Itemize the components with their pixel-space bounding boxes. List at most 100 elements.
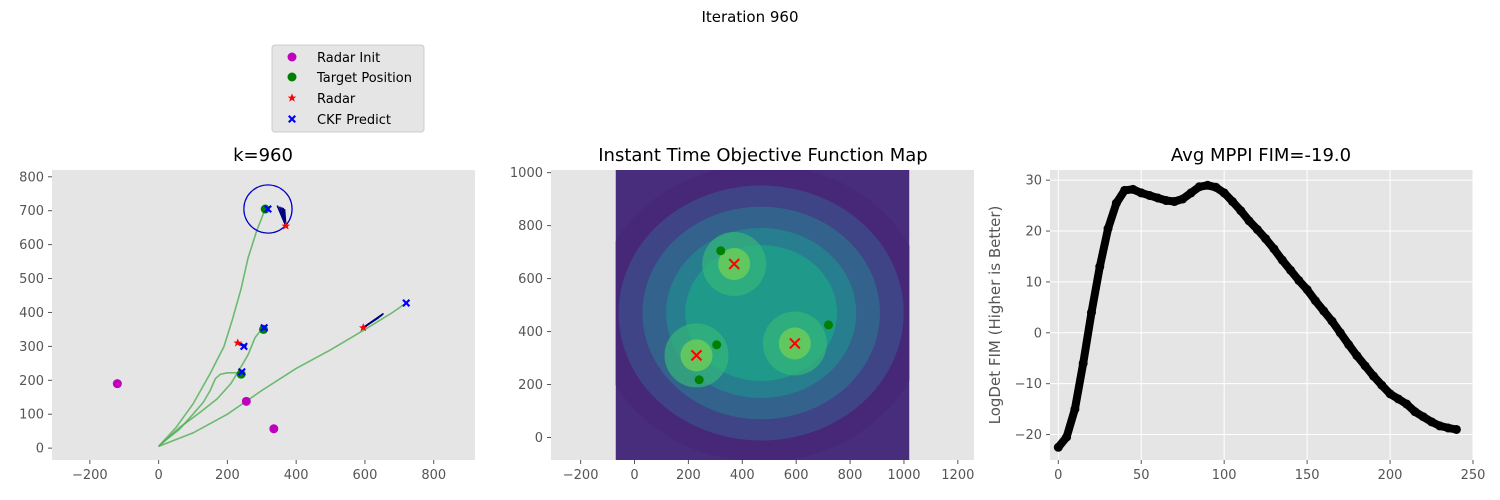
- panel2-heatmap: [615, 170, 910, 460]
- legend-label-target-position: Target Position: [316, 71, 412, 86]
- fim-point: [1169, 197, 1179, 207]
- fim-point: [1418, 412, 1428, 422]
- y-tick-label: 500: [19, 272, 44, 287]
- y-tick-label: 10: [1025, 275, 1042, 290]
- fim-point: [1236, 206, 1246, 216]
- legend-entry-radar: Radar: [287, 92, 356, 107]
- ckf-predict-point: [260, 323, 269, 332]
- y-tick-label: 600: [518, 272, 543, 287]
- y-tick-label: 20: [1025, 225, 1042, 240]
- target-point: [694, 375, 704, 385]
- fim-point: [1277, 255, 1287, 265]
- radar-init-point: [269, 424, 279, 434]
- fim-point: [1128, 184, 1138, 194]
- panel3-y-ticks: −20 −10 0 10 20 30: [1015, 174, 1050, 443]
- radar-x-mark: [690, 349, 703, 362]
- y-tick-label: 400: [518, 325, 543, 340]
- panel3-y-axis-label: LogDet FIM (Higher is Better): [986, 206, 1004, 425]
- panel2-y-ticks: 0 200 400 600 800 1000: [510, 166, 551, 446]
- target-point: [716, 246, 726, 256]
- legend-marker-radar-init: [287, 52, 297, 62]
- panel2-title: Instant Time Objective Function Map: [598, 145, 927, 166]
- legend-marker-target-position: [287, 72, 297, 82]
- x-tick-label: 0: [630, 468, 638, 483]
- legend-marker-ckf-predict: [288, 115, 296, 123]
- x-tick-label: 200: [1378, 468, 1403, 483]
- fim-point: [1244, 216, 1254, 226]
- x-tick-label: 400: [284, 468, 309, 483]
- fim-point: [1095, 262, 1105, 272]
- y-tick-label: 0: [535, 431, 543, 446]
- radar-point: [358, 323, 368, 332]
- fim-point: [1120, 185, 1130, 195]
- fim-point: [1402, 399, 1412, 409]
- x-tick-label: 600: [784, 468, 809, 483]
- radar-point: [233, 338, 243, 347]
- fim-point: [1053, 442, 1063, 452]
- legend-label-ckf-predict: CKF Predict: [317, 113, 391, 128]
- y-tick-label: 200: [19, 374, 44, 389]
- fim-point: [1435, 421, 1445, 431]
- x-tick-label: −200: [72, 468, 108, 483]
- fim-point: [1327, 316, 1337, 326]
- target-point: [712, 340, 722, 350]
- fim-point: [1111, 198, 1121, 208]
- radar-x-mark: [728, 258, 740, 270]
- ckf-predict-point: [263, 205, 272, 214]
- y-tick-label: 1000: [510, 166, 543, 181]
- panel1-x-ticks: −200 0 200 400 600 800: [72, 460, 446, 483]
- y-tick-label: 800: [518, 219, 543, 234]
- trajectory-path: [158, 208, 266, 447]
- fim-point: [1203, 180, 1213, 190]
- x-tick-label: 50: [1133, 468, 1150, 483]
- fim-point: [1377, 380, 1387, 390]
- fim-point: [1211, 182, 1221, 192]
- x-tick-label: 800: [421, 468, 446, 483]
- legend-label-radar: Radar: [317, 92, 356, 107]
- x-tick-label: 1200: [941, 468, 974, 483]
- y-tick-label: −10: [1015, 377, 1042, 392]
- uncertainty-circle-dashed: [243, 184, 293, 234]
- trajectory-path: [158, 328, 264, 447]
- fim-point: [1178, 194, 1188, 204]
- panel1-plot-area: [52, 170, 475, 460]
- y-tick-label: 800: [19, 170, 44, 185]
- fim-point: [1335, 328, 1345, 338]
- ckf-predict-point: [402, 298, 411, 307]
- x-tick-label: −200: [563, 468, 599, 483]
- panel3-plot-area: [1050, 170, 1473, 460]
- x-tick-label: 150: [1295, 468, 1320, 483]
- x-tick-label: 600: [353, 468, 378, 483]
- panel1-marks: [112, 184, 411, 448]
- panel1-title: k=960: [233, 145, 293, 166]
- x-tick-label: 200: [676, 468, 701, 483]
- fim-point: [1393, 394, 1403, 404]
- ckf-predict-point: [239, 342, 248, 351]
- fim-point: [1269, 244, 1279, 254]
- x-tick-label: 1000: [887, 468, 920, 483]
- x-tick-label: 100: [1212, 468, 1237, 483]
- radar-init-point: [241, 396, 251, 406]
- fim-point: [1427, 417, 1437, 427]
- legend-entry-ckf-predict: CKF Predict: [288, 113, 391, 128]
- fim-point: [1443, 423, 1453, 433]
- fim-point: [1186, 188, 1196, 198]
- panel2-marks: [690, 246, 834, 385]
- y-tick-label: 200: [518, 378, 543, 393]
- y-tick-label: 0: [36, 442, 44, 457]
- legend-label-radar-init: Radar Init: [317, 51, 380, 66]
- panel2-x-ticks: −200 0 200 400 600 800 1000 1200: [563, 460, 974, 483]
- panel-trajectories: k=960 −200 0 200 400 600 800 0 100 200 300 400 500…: [19, 145, 475, 483]
- fim-point: [1410, 407, 1420, 417]
- fim-point: [1252, 225, 1262, 235]
- fim-point: [1451, 424, 1461, 434]
- panel1-y-ticks: 0 100 200 300 400 500 600 700 800: [19, 170, 52, 457]
- fim-point: [1352, 351, 1362, 361]
- fim-point: [1103, 224, 1113, 234]
- y-tick-label: 100: [19, 408, 44, 423]
- fim-point: [1086, 307, 1096, 317]
- y-tick-label: −20: [1015, 428, 1042, 443]
- fim-point: [1344, 340, 1354, 350]
- fim-point: [1286, 265, 1296, 275]
